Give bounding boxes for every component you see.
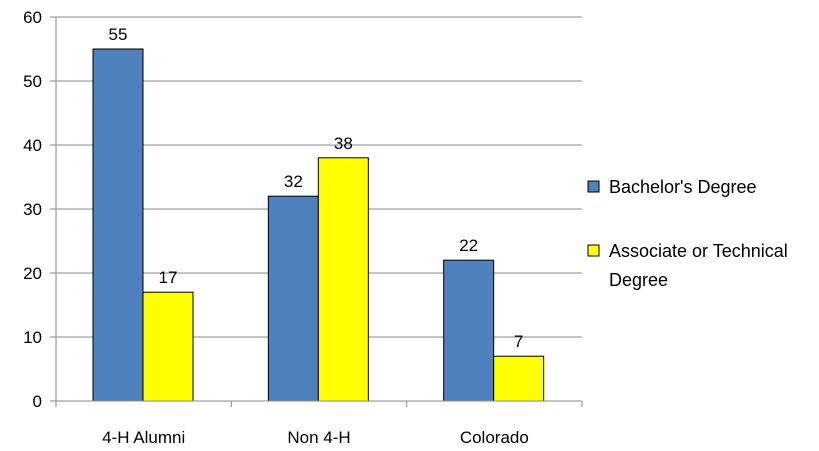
data-label: 22 <box>459 236 478 255</box>
bar <box>92 48 144 402</box>
bar <box>493 355 545 402</box>
x-axis-tick-labels: 4-H Alumni Non 4-H Colorado <box>102 428 529 447</box>
data-label: 38 <box>334 134 353 153</box>
bar <box>267 195 319 402</box>
y-tick-label: 0 <box>33 392 42 411</box>
y-tick-label: 30 <box>23 200 42 219</box>
legend-label: Associate or Technical <box>609 241 788 261</box>
data-label: 32 <box>284 172 303 191</box>
y-tick-label: 20 <box>23 264 42 283</box>
y-tick-label: 40 <box>23 136 42 155</box>
x-tick-label: Colorado <box>460 428 529 447</box>
legend-label: Degree <box>609 270 668 290</box>
legend-swatch <box>587 244 600 257</box>
axes <box>50 16 583 407</box>
data-label: 17 <box>159 268 178 287</box>
y-tick-label: 50 <box>23 72 42 91</box>
y-tick-label: 60 <box>23 8 42 27</box>
data-label: 7 <box>514 332 523 351</box>
legend-swatch <box>587 180 600 193</box>
x-tick-label: 4-H Alumni <box>102 428 185 447</box>
legend-label: Bachelor's Degree <box>609 177 757 197</box>
bar <box>443 259 495 402</box>
bar <box>317 157 369 402</box>
y-tick-label: 10 <box>23 328 42 347</box>
data-labels: 55 17 32 38 22 7 <box>109 25 524 351</box>
x-tick-label: Non 4-H <box>287 428 350 447</box>
data-label: 55 <box>109 25 128 44</box>
bars <box>92 48 545 402</box>
legend: Bachelor's Degree Associate or Technical D… <box>587 177 788 290</box>
y-axis-tick-labels: 0 10 20 30 40 50 60 <box>23 8 42 411</box>
bar <box>142 291 194 402</box>
